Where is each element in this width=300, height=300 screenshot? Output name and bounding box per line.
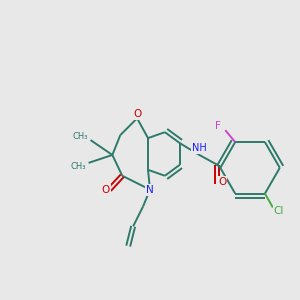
Text: O: O [133,109,141,119]
Text: Cl: Cl [274,206,284,216]
Text: CH₃: CH₃ [73,132,88,141]
Text: N: N [146,184,154,195]
Text: O: O [101,184,110,195]
Text: O: O [218,177,226,187]
Text: NH: NH [192,143,207,153]
Text: CH₃: CH₃ [71,162,86,171]
Text: F: F [215,121,221,131]
